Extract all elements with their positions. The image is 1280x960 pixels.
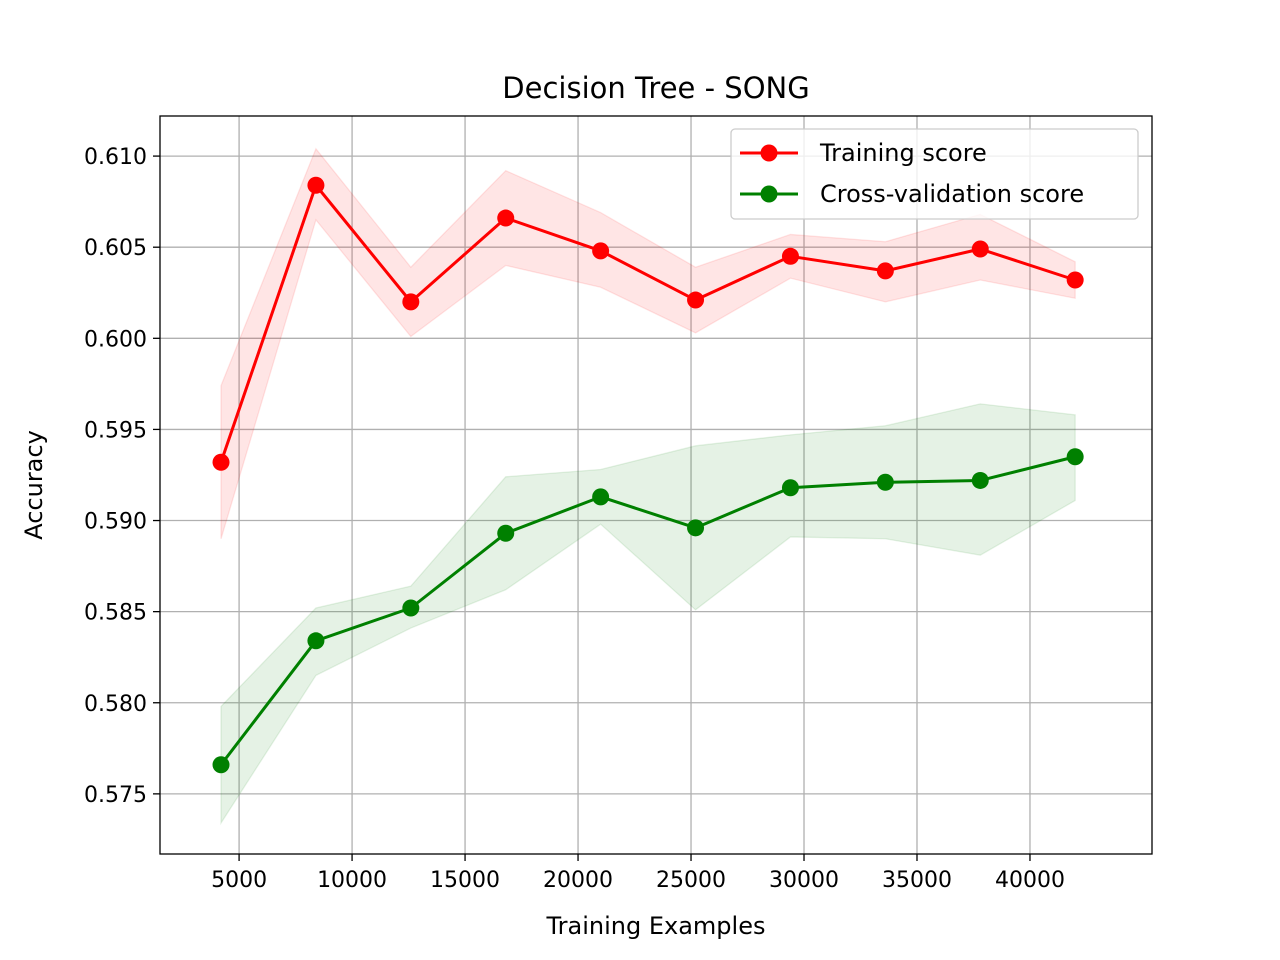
confidence-bands	[220, 147, 1076, 826]
legend-marker-cross-validation	[760, 185, 778, 203]
x-tick-label: 15000	[430, 868, 500, 893]
point-cross-validation-score	[781, 479, 799, 497]
y-tick-label: 0.575	[84, 783, 147, 808]
point-cross-validation-score	[876, 473, 894, 491]
legend: Training score Cross-validation score	[730, 128, 1139, 220]
point-training-score	[497, 209, 515, 227]
legend-label-cross-validation: Cross-validation score	[820, 180, 1084, 208]
point-cross-validation-score	[212, 756, 230, 774]
point-cross-validation-score	[1066, 448, 1084, 466]
point-cross-validation-score	[971, 471, 989, 489]
point-cross-validation-score	[592, 488, 610, 506]
y-tick-label: 0.605	[84, 236, 147, 261]
y-axis-label: Accuracy	[20, 430, 48, 540]
band-training-score	[220, 147, 1076, 539]
chart-title: Decision Tree - SONG	[502, 71, 809, 105]
y-tick-label: 0.590	[84, 510, 147, 535]
point-training-score	[402, 293, 420, 311]
y-tick-label: 0.610	[84, 145, 147, 170]
point-cross-validation-score	[307, 632, 325, 650]
point-training-score	[592, 242, 610, 260]
legend-box	[730, 128, 1139, 220]
point-cross-validation-score	[497, 524, 515, 542]
series-lines	[219, 183, 1076, 766]
point-cross-validation-score	[687, 519, 705, 537]
y-tick-label: 0.595	[84, 418, 147, 443]
axis-ticks: 5000 10000 15000 20000 25000 30000 35000 40000 0…	[84, 145, 1065, 893]
y-tick-label: 0.600	[84, 327, 147, 352]
point-training-score	[876, 262, 894, 280]
grid	[160, 116, 1152, 854]
plot-frame	[159, 115, 1153, 855]
x-tick-label: 30000	[769, 868, 839, 893]
legend-label-training: Training score	[819, 139, 987, 167]
x-tick-label: 5000	[211, 868, 267, 893]
point-training-score	[307, 176, 325, 194]
x-tick-label: 25000	[656, 868, 726, 893]
point-training-score	[687, 291, 705, 309]
x-tick-label: 20000	[543, 868, 613, 893]
point-training-score	[971, 240, 989, 258]
point-training-score	[1066, 271, 1084, 289]
x-axis-label: Training Examples	[546, 912, 766, 940]
x-tick-label: 10000	[317, 868, 387, 893]
band-cross-validation-score	[220, 403, 1076, 826]
y-tick-label: 0.580	[84, 692, 147, 717]
point-cross-validation-score	[402, 599, 420, 617]
x-tick-label: 40000	[995, 868, 1065, 893]
y-tick-label: 0.585	[84, 601, 147, 626]
legend-marker-training	[760, 144, 778, 162]
point-training-score	[212, 453, 230, 471]
line-cross-validation-score	[219, 455, 1076, 766]
line-training-score	[219, 183, 1076, 463]
point-training-score	[781, 247, 799, 265]
x-tick-label: 35000	[882, 868, 952, 893]
series-markers	[212, 176, 1084, 774]
